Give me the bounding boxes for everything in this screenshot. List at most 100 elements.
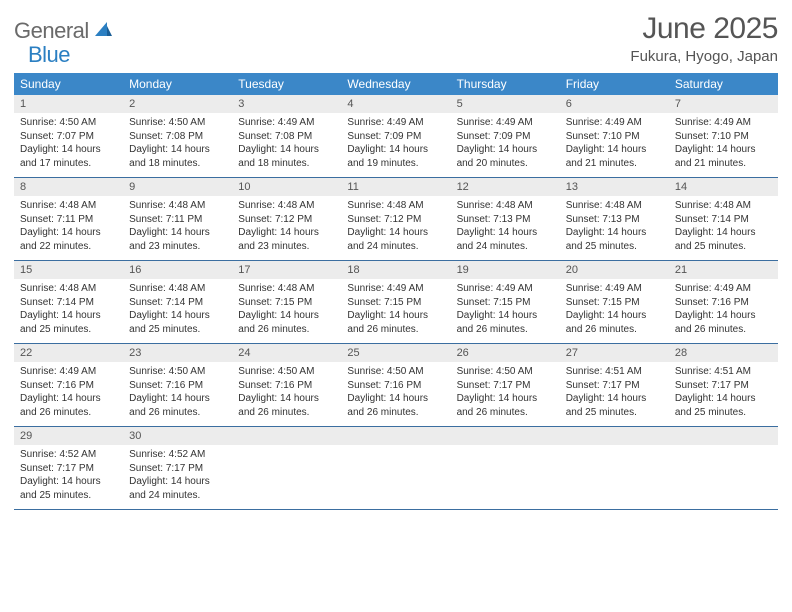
day-day2: and 26 minutes. [566,323,663,337]
day-day2: and 25 minutes. [20,489,117,503]
day-day1: Daylight: 14 hours [566,392,663,406]
day-body: Sunrise: 4:48 AMSunset: 7:13 PMDaylight:… [451,196,560,259]
day-day1: Daylight: 14 hours [457,392,554,406]
day-day2: and 21 minutes. [566,157,663,171]
day-cell: 27Sunrise: 4:51 AMSunset: 7:17 PMDayligh… [560,344,669,426]
day-day2: and 22 minutes. [20,240,117,254]
day-day1: Daylight: 14 hours [238,392,335,406]
empty-cell [560,427,669,509]
day-day1: Daylight: 14 hours [566,143,663,157]
day-day1: Daylight: 14 hours [675,309,772,323]
day-sunrise: Sunrise: 4:48 AM [238,199,335,213]
day-number: 17 [232,261,341,279]
day-day1: Daylight: 14 hours [675,143,772,157]
day-body: Sunrise: 4:48 AMSunset: 7:13 PMDaylight:… [560,196,669,259]
day-day2: and 26 minutes. [347,323,444,337]
day-sunset: Sunset: 7:10 PM [566,130,663,144]
empty-num [560,427,669,445]
day-sunrise: Sunrise: 4:48 AM [457,199,554,213]
day-cell: 6Sunrise: 4:49 AMSunset: 7:10 PMDaylight… [560,95,669,177]
day-day2: and 26 minutes. [347,406,444,420]
logo-text-blue: Blue [28,42,70,68]
day-day2: and 25 minutes. [20,323,117,337]
day-sunrise: Sunrise: 4:49 AM [457,116,554,130]
day-day2: and 25 minutes. [566,240,663,254]
day-body: Sunrise: 4:52 AMSunset: 7:17 PMDaylight:… [123,445,232,508]
day-number: 5 [451,95,560,113]
week-row: 15Sunrise: 4:48 AMSunset: 7:14 PMDayligh… [14,261,778,344]
day-sunrise: Sunrise: 4:48 AM [238,282,335,296]
day-sunrise: Sunrise: 4:49 AM [457,282,554,296]
week-row: 8Sunrise: 4:48 AMSunset: 7:11 PMDaylight… [14,178,778,261]
day-day1: Daylight: 14 hours [20,226,117,240]
day-day2: and 20 minutes. [457,157,554,171]
day-sunrise: Sunrise: 4:50 AM [238,365,335,379]
day-number: 28 [669,344,778,362]
day-cell: 5 Sunrise: 4:49 AMSunset: 7:09 PMDaylight… [451,95,560,177]
day-sunset: Sunset: 7:17 PM [675,379,772,393]
day-number: 23 [123,344,232,362]
day-number: 26 [451,344,560,362]
day-day2: and 17 minutes. [20,157,117,171]
day-body: Sunrise: 4:51 AMSunset: 7:17 PMDaylight:… [560,362,669,425]
day-sunrise: Sunrise: 4:50 AM [20,116,117,130]
day-number: 16 [123,261,232,279]
day-header-fri: Friday [560,73,669,95]
empty-cell [451,427,560,509]
day-sunset: Sunset: 7:17 PM [457,379,554,393]
day-day2: and 25 minutes. [675,406,772,420]
day-day1: Daylight: 14 hours [20,143,117,157]
empty-num [669,427,778,445]
day-number: 10 [232,178,341,196]
day-sunrise: Sunrise: 4:49 AM [347,282,444,296]
day-sunset: Sunset: 7:07 PM [20,130,117,144]
day-body: Sunrise: 4:50 AMSunset: 7:16 PMDaylight:… [232,362,341,425]
day-sunrise: Sunrise: 4:48 AM [129,199,226,213]
day-day1: Daylight: 14 hours [347,392,444,406]
day-day2: and 18 minutes. [129,157,226,171]
day-day1: Daylight: 14 hours [457,226,554,240]
empty-num [341,427,450,445]
day-number: 20 [560,261,669,279]
day-day2: and 26 minutes. [20,406,117,420]
day-day2: and 24 minutes. [347,240,444,254]
day-sunset: Sunset: 7:14 PM [20,296,117,310]
day-day1: Daylight: 14 hours [129,309,226,323]
day-day1: Daylight: 14 hours [457,143,554,157]
empty-cell [232,427,341,509]
day-sunset: Sunset: 7:14 PM [129,296,226,310]
week-row: 1Sunrise: 4:50 AMSunset: 7:07 PMDaylight… [14,95,778,178]
day-sunrise: Sunrise: 4:48 AM [20,199,117,213]
day-day2: and 26 minutes. [675,323,772,337]
day-number: 24 [232,344,341,362]
day-cell: 29Sunrise: 4:52 AMSunset: 7:17 PMDayligh… [14,427,123,509]
day-day1: Daylight: 14 hours [238,226,335,240]
day-number: 1 [14,95,123,113]
day-number: 27 [560,344,669,362]
day-day1: Daylight: 14 hours [566,226,663,240]
logo-blue-wrap: Blue [28,42,70,68]
day-sunset: Sunset: 7:09 PM [347,130,444,144]
day-sunset: Sunset: 7:14 PM [675,213,772,227]
day-body: Sunrise: 4:49 AMSunset: 7:09 PMDaylight:… [341,113,450,176]
day-number: 11 [341,178,450,196]
day-day2: and 19 minutes. [347,157,444,171]
day-cell: 4Sunrise: 4:49 AMSunset: 7:09 PMDaylight… [341,95,450,177]
day-body: Sunrise: 4:48 AMSunset: 7:11 PMDaylight:… [14,196,123,259]
day-sunset: Sunset: 7:09 PM [457,130,554,144]
day-sunset: Sunset: 7:16 PM [129,379,226,393]
day-number: 13 [560,178,669,196]
day-sunrise: Sunrise: 4:49 AM [347,116,444,130]
day-body: Sunrise: 4:50 AMSunset: 7:16 PMDaylight:… [123,362,232,425]
day-sunset: Sunset: 7:17 PM [20,462,117,476]
day-header-wed: Wednesday [341,73,450,95]
day-sunset: Sunset: 7:16 PM [675,296,772,310]
day-day1: Daylight: 14 hours [457,309,554,323]
day-day1: Daylight: 14 hours [129,143,226,157]
day-sunset: Sunset: 7:15 PM [238,296,335,310]
day-sunset: Sunset: 7:16 PM [347,379,444,393]
day-day1: Daylight: 14 hours [20,309,117,323]
empty-num [232,427,341,445]
day-day1: Daylight: 14 hours [129,475,226,489]
day-sunrise: Sunrise: 4:49 AM [675,282,772,296]
